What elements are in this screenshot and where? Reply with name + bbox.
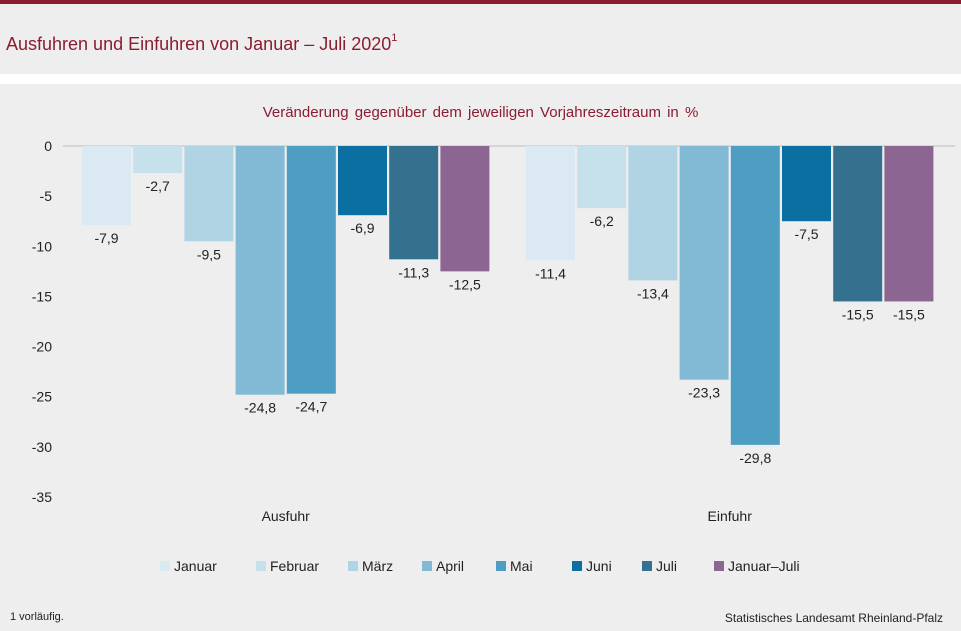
bar-april-ausfuhr	[235, 146, 285, 395]
data-label: -23,3	[688, 385, 720, 401]
data-label: -9,5	[197, 246, 221, 262]
legend-item: Januar	[160, 556, 217, 576]
y-tick-label: -15	[32, 288, 52, 304]
data-label: -7,9	[94, 230, 118, 246]
y-tick-label: -5	[40, 188, 53, 204]
bar-chart: 0 -5 -10 -15 -20 -25 -30 -35 -7,9 -2,7 -9,5 -24,8 -2…	[32, 138, 955, 524]
page-title: Ausfuhren und Einfuhren von Januar – Jul…	[6, 32, 398, 55]
legend-item: Mai	[496, 556, 533, 576]
data-label: -29,8	[739, 450, 771, 466]
legend-label: Januar–Juli	[728, 558, 800, 574]
legend-item: April	[422, 556, 464, 576]
data-label: -2,7	[146, 178, 170, 194]
data-label: -12,5	[449, 276, 481, 292]
legend-swatch	[714, 561, 724, 571]
legend-label: März	[362, 558, 394, 574]
bar-juni-einfuhr	[782, 146, 831, 222]
category-label: Einfuhr	[708, 508, 753, 524]
bar-januar-ausfuhr	[82, 146, 131, 226]
bar-märz-ausfuhr	[184, 146, 234, 242]
header: Ausfuhren und Einfuhren von Januar – Jul…	[0, 4, 961, 74]
category-label: Ausfuhr	[262, 508, 311, 524]
bar-märz-einfuhr	[628, 146, 678, 281]
legend-swatch	[642, 561, 652, 571]
y-tick-label: -30	[32, 439, 52, 455]
bar-juli-einfuhr	[833, 146, 883, 302]
legend-label: Januar	[174, 558, 217, 574]
title-footnote-marker: 1	[391, 32, 398, 44]
y-tick-label: -10	[32, 238, 52, 254]
bar-mai-einfuhr	[730, 146, 780, 445]
bar-februar-einfuhr	[577, 146, 627, 209]
legend-item: Februar	[256, 556, 319, 576]
data-label: -6,9	[350, 220, 374, 236]
source-note: Statistisches Landesamt Rheinland-Pfalz	[724, 611, 943, 625]
data-label: -11,3	[398, 264, 429, 280]
bar-april-einfuhr	[679, 146, 729, 380]
data-label: -7,5	[794, 226, 818, 242]
y-tick-label: 0	[44, 138, 52, 154]
legend-label: Juni	[586, 558, 612, 574]
y-tick-label: -25	[32, 389, 52, 405]
data-label: -15,5	[842, 306, 874, 322]
top-accent-bar	[0, 0, 961, 4]
legend-item: Januar–Juli	[714, 556, 800, 576]
page-title-text: Ausfuhren und Einfuhren von Januar – Jul…	[6, 34, 392, 54]
bar-januar-juli-einfuhr	[884, 146, 934, 302]
bar-januar-einfuhr	[526, 146, 575, 261]
legend-label: Mai	[510, 558, 533, 574]
legend-item: Juni	[572, 556, 612, 576]
legend-label: Juli	[656, 558, 678, 574]
bar-januar-juli-ausfuhr	[440, 146, 490, 272]
legend-swatch	[160, 561, 170, 571]
legend-item: März	[348, 556, 393, 576]
data-label: -6,2	[590, 213, 614, 229]
data-label: -24,7	[295, 399, 327, 415]
data-label: -11,4	[535, 265, 566, 281]
legend-label: Februar	[270, 558, 320, 574]
legend-swatch	[572, 561, 582, 571]
bar-februar-ausfuhr	[133, 146, 183, 174]
legend-swatch	[496, 561, 506, 571]
bar-juli-ausfuhr	[389, 146, 439, 260]
chart-title: Veränderung gegenüber dem jeweiligen Vor…	[262, 104, 699, 121]
bar-mai-ausfuhr	[286, 146, 336, 394]
legend-swatch	[256, 561, 266, 571]
legend-swatch	[422, 561, 432, 571]
y-tick-label: -20	[32, 339, 52, 355]
footnote: 1 vorläufig.	[10, 611, 64, 623]
bar-juni-ausfuhr	[338, 146, 387, 216]
legend-swatch	[348, 561, 358, 571]
data-label: -15,5	[893, 306, 925, 322]
data-label: -24,8	[244, 400, 276, 416]
legend-label: April	[436, 558, 465, 574]
data-label: -13,4	[637, 285, 669, 301]
legend-item: Juli	[642, 556, 677, 576]
y-tick-label: -35	[32, 489, 52, 505]
header-divider	[0, 74, 961, 84]
